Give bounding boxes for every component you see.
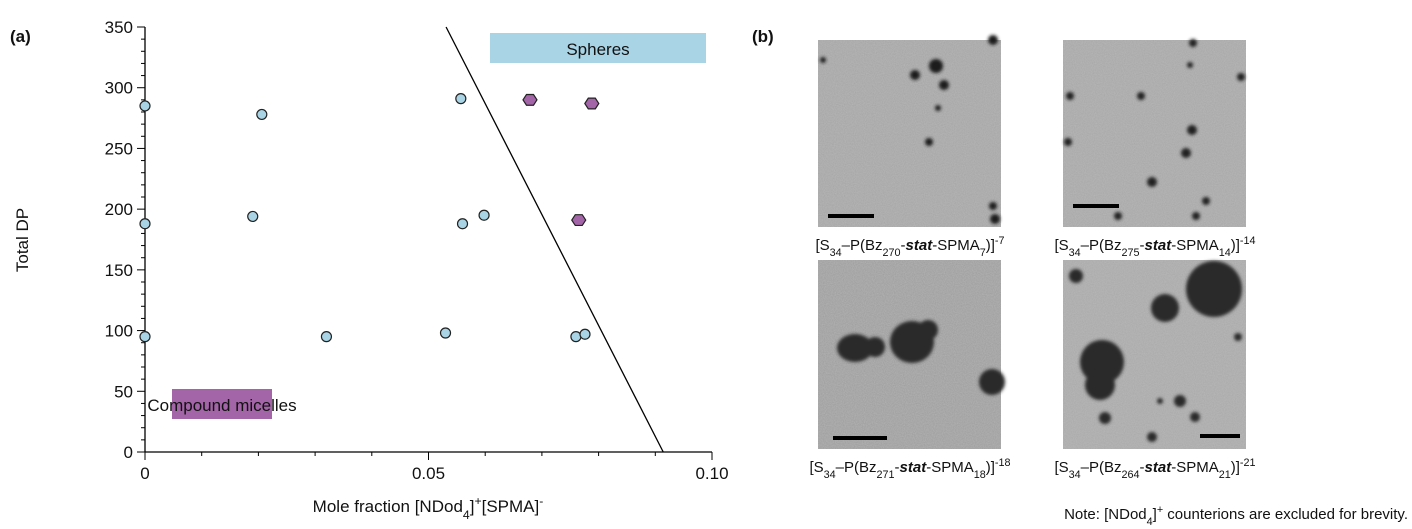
text-run: + — [474, 494, 481, 508]
text-run: [SPMA] — [482, 497, 540, 516]
text-run: -SPMA — [926, 459, 974, 476]
text-run: 34 — [1069, 469, 1081, 481]
caption: [S34–P(Bz270-stat-SPMA7)]-7 — [815, 235, 1004, 259]
marker — [571, 214, 587, 227]
micrograph — [1063, 260, 1246, 449]
text-run: -18 — [995, 457, 1011, 469]
marker — [320, 331, 333, 343]
text-run: )] — [986, 237, 995, 254]
text-run: )] — [1231, 459, 1240, 476]
caption: [S34–P(Bz264-stat-SPMA21)]-21 — [1054, 457, 1255, 481]
text-run: 18 — [974, 469, 986, 481]
marker — [579, 328, 591, 340]
text-run: 7 — [980, 247, 986, 259]
text-run: ] — [470, 497, 475, 516]
x-tick-label: 0.05 — [412, 464, 445, 483]
text-run: counterions are excluded for brevity. — [1163, 506, 1408, 523]
text-run: 21 — [1219, 469, 1231, 481]
marker — [439, 327, 452, 339]
y-tick-label: 0 — [124, 443, 133, 462]
text-run: ] — [1153, 506, 1157, 523]
text-run: - — [1140, 237, 1145, 254]
y-tick-label: 250 — [105, 139, 133, 158]
micrograph — [818, 260, 1005, 449]
text-run: )] — [1231, 237, 1240, 254]
y-tick-label: 200 — [105, 200, 133, 219]
x-tick-label: 0.10 — [695, 464, 728, 483]
text-run: - — [1140, 459, 1145, 476]
text-run: -14 — [1240, 235, 1256, 247]
text-run: Mole fraction [NDod — [313, 497, 463, 516]
text-run: stat — [1145, 459, 1173, 476]
marker — [456, 218, 469, 230]
text-run: –P(Bz — [1081, 459, 1122, 476]
note: Note: [NDod4]+ counterions are excluded … — [1064, 504, 1408, 528]
marker — [584, 97, 600, 110]
text-run: –P(Bz — [1081, 237, 1122, 254]
text-run: - — [539, 494, 543, 508]
panel-label: (b) — [752, 27, 774, 46]
marker — [139, 331, 151, 343]
text-run: + — [1157, 504, 1163, 516]
text-run: 270 — [883, 247, 901, 259]
text-run: -SPMA — [1171, 237, 1219, 254]
region-label-bg — [172, 389, 272, 419]
text-run: 34 — [824, 469, 836, 481]
marker — [139, 100, 151, 112]
text-run: - — [895, 459, 900, 476]
text-run: - — [901, 237, 906, 254]
region-label-bg — [490, 33, 706, 63]
text-run: )] — [986, 459, 995, 476]
caption: [S34–P(Bz275-stat-SPMA14)]-14 — [1054, 235, 1255, 259]
phase-boundary — [445, 26, 664, 453]
text-run: Note: [NDod — [1064, 506, 1147, 523]
marker — [455, 93, 467, 105]
y-tick-label: 300 — [105, 79, 133, 98]
y-tick-label: 350 — [105, 18, 133, 37]
text-run: -21 — [1240, 457, 1256, 469]
text-run: 4 — [463, 508, 470, 522]
text-run: [S — [1054, 459, 1068, 476]
marker — [256, 108, 268, 121]
text-run: 264 — [1122, 469, 1140, 481]
marker — [478, 209, 490, 221]
text-run: -7 — [995, 235, 1005, 247]
text-run: -SPMA — [932, 237, 980, 254]
text-run: 4 — [1147, 516, 1153, 528]
marker — [247, 210, 259, 223]
caption: [S34–P(Bz271-stat-SPMA18)]-18 — [809, 457, 1010, 481]
micrograph — [1063, 39, 1246, 227]
text-run: [S — [1054, 237, 1068, 254]
text-run: stat — [1145, 237, 1173, 254]
text-run: 271 — [877, 469, 895, 481]
text-run: –P(Bz — [836, 459, 877, 476]
text-run: 34 — [1069, 247, 1081, 259]
marker — [570, 331, 582, 343]
text-run: stat — [900, 459, 928, 476]
text-run: 14 — [1219, 247, 1231, 259]
x-axis-label: Mole fraction [NDod4]+[SPMA]- — [313, 494, 544, 522]
marker — [139, 218, 151, 230]
y-tick-label: 50 — [114, 382, 133, 401]
text-run: –P(Bz — [842, 237, 883, 254]
text-run: -SPMA — [1171, 459, 1219, 476]
panel-label: (a) — [10, 27, 31, 46]
y-tick-label: 100 — [105, 322, 133, 341]
y-axis-label: Total DP — [13, 208, 32, 272]
text-run: 34 — [830, 247, 842, 259]
text-run: [S — [809, 459, 823, 476]
micrograph — [818, 35, 1001, 227]
region-label: Spheres — [566, 40, 629, 59]
text-run: [S — [815, 237, 829, 254]
text-run: stat — [906, 237, 934, 254]
text-run: 275 — [1122, 247, 1140, 259]
x-tick-label: 0 — [140, 464, 149, 483]
y-tick-label: 150 — [105, 261, 133, 280]
region-label: Compound micelles — [147, 396, 296, 415]
marker — [522, 93, 538, 106]
